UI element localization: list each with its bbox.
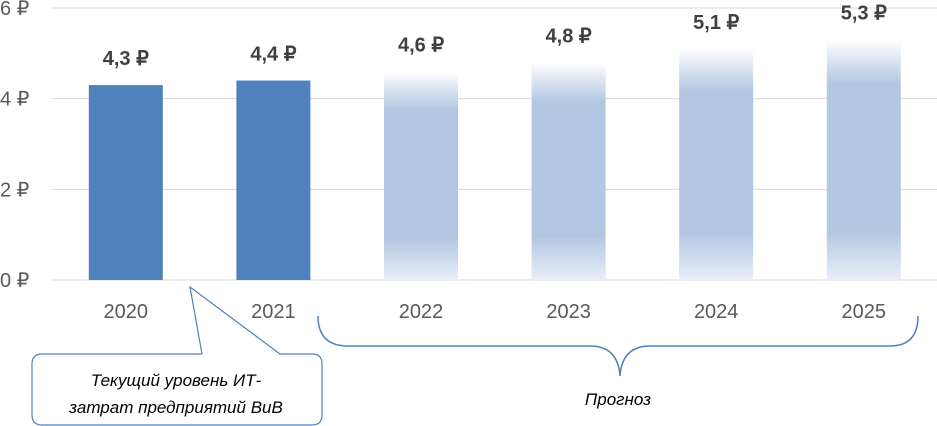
bars: [88, 39, 901, 281]
y-tick-label: 4 ₽: [0, 89, 30, 111]
callout-text-line2: затрат предприятий ВиВ: [68, 398, 283, 417]
bar-2022: [384, 71, 458, 280]
data-label-2023: 4,8 ₽: [546, 25, 592, 47]
bar-2021: [236, 80, 311, 281]
x-tick-label: 2024: [694, 301, 739, 323]
bar-2023: [531, 62, 606, 281]
y-axis-ticks: 0 ₽ 2 ₽ 4 ₽ 6 ₽: [0, 0, 30, 292]
data-label-2021: 4,4 ₽: [250, 44, 296, 66]
gridlines: [52, 7, 937, 281]
data-label-2022: 4,6 ₽: [398, 34, 444, 56]
data-labels: 4,3 ₽ 4,4 ₽ 4,6 ₽ 4,8 ₽ 5,1 ₽ 5,3 ₽: [103, 3, 887, 70]
x-tick-label: 2023: [546, 301, 591, 323]
x-tick-label: 2025: [842, 301, 887, 323]
x-tick-label: 2020: [104, 301, 149, 323]
y-tick-label: 6 ₽: [0, 0, 30, 20]
bar-2024: [679, 48, 754, 280]
callout-box: [31, 285, 323, 426]
data-label-2025: 5,3 ₽: [841, 3, 887, 25]
x-tick-label: 2022: [399, 301, 444, 323]
y-tick-label: 2 ₽: [0, 179, 30, 201]
forecast-label: Прогноз: [585, 390, 651, 409]
x-axis-ticks: 2020 2021 2022 2023 2024 2025: [104, 301, 887, 323]
bar-2020: [88, 85, 163, 280]
x-tick-label: 2021: [251, 301, 296, 323]
bar-2025: [826, 39, 901, 280]
data-label-2024: 5,1 ₽: [693, 12, 739, 34]
forecast-brace: [317, 315, 919, 377]
y-tick-label: 0 ₽: [0, 270, 30, 292]
data-label-2020: 4,3 ₽: [103, 48, 149, 70]
callout-text-line1: Текущий уровень ИТ-: [91, 371, 262, 390]
